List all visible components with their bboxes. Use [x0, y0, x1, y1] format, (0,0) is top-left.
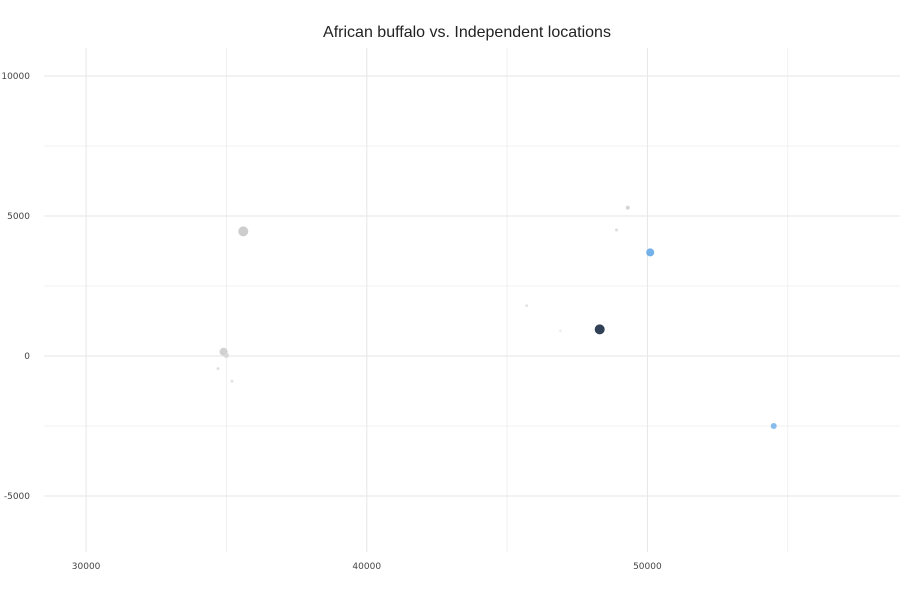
- y-axis-tick-labels: -5000 0 5000 10000: [1, 72, 30, 502]
- x-axis-tick-labels: 30000 40000 50000: [72, 562, 662, 572]
- scatter-point: [646, 248, 655, 257]
- scatter-point: [238, 226, 249, 237]
- y-tick-label: 5000: [7, 212, 30, 222]
- minor-gridlines: [44, 48, 900, 552]
- scatter-point: [216, 367, 220, 371]
- major-gridlines: [44, 48, 900, 552]
- x-tick-label: 40000: [352, 562, 381, 572]
- scatter-points: [216, 205, 777, 429]
- scatter-point: [559, 329, 562, 332]
- scatter-point: [625, 205, 630, 210]
- y-tick-label: 0: [24, 352, 30, 362]
- scatter-point: [223, 352, 229, 358]
- x-tick-label: 30000: [72, 562, 101, 572]
- scatter-point: [230, 379, 234, 383]
- chart-title: African buffalo vs. Independent location…: [323, 24, 611, 41]
- scatter-point: [770, 423, 777, 429]
- y-tick-label: 10000: [1, 72, 30, 82]
- scatter-point: [594, 324, 605, 335]
- scatter-point: [615, 228, 619, 232]
- x-tick-label: 50000: [633, 562, 662, 572]
- scatter-point: [525, 304, 529, 308]
- y-tick-label: -5000: [4, 492, 30, 502]
